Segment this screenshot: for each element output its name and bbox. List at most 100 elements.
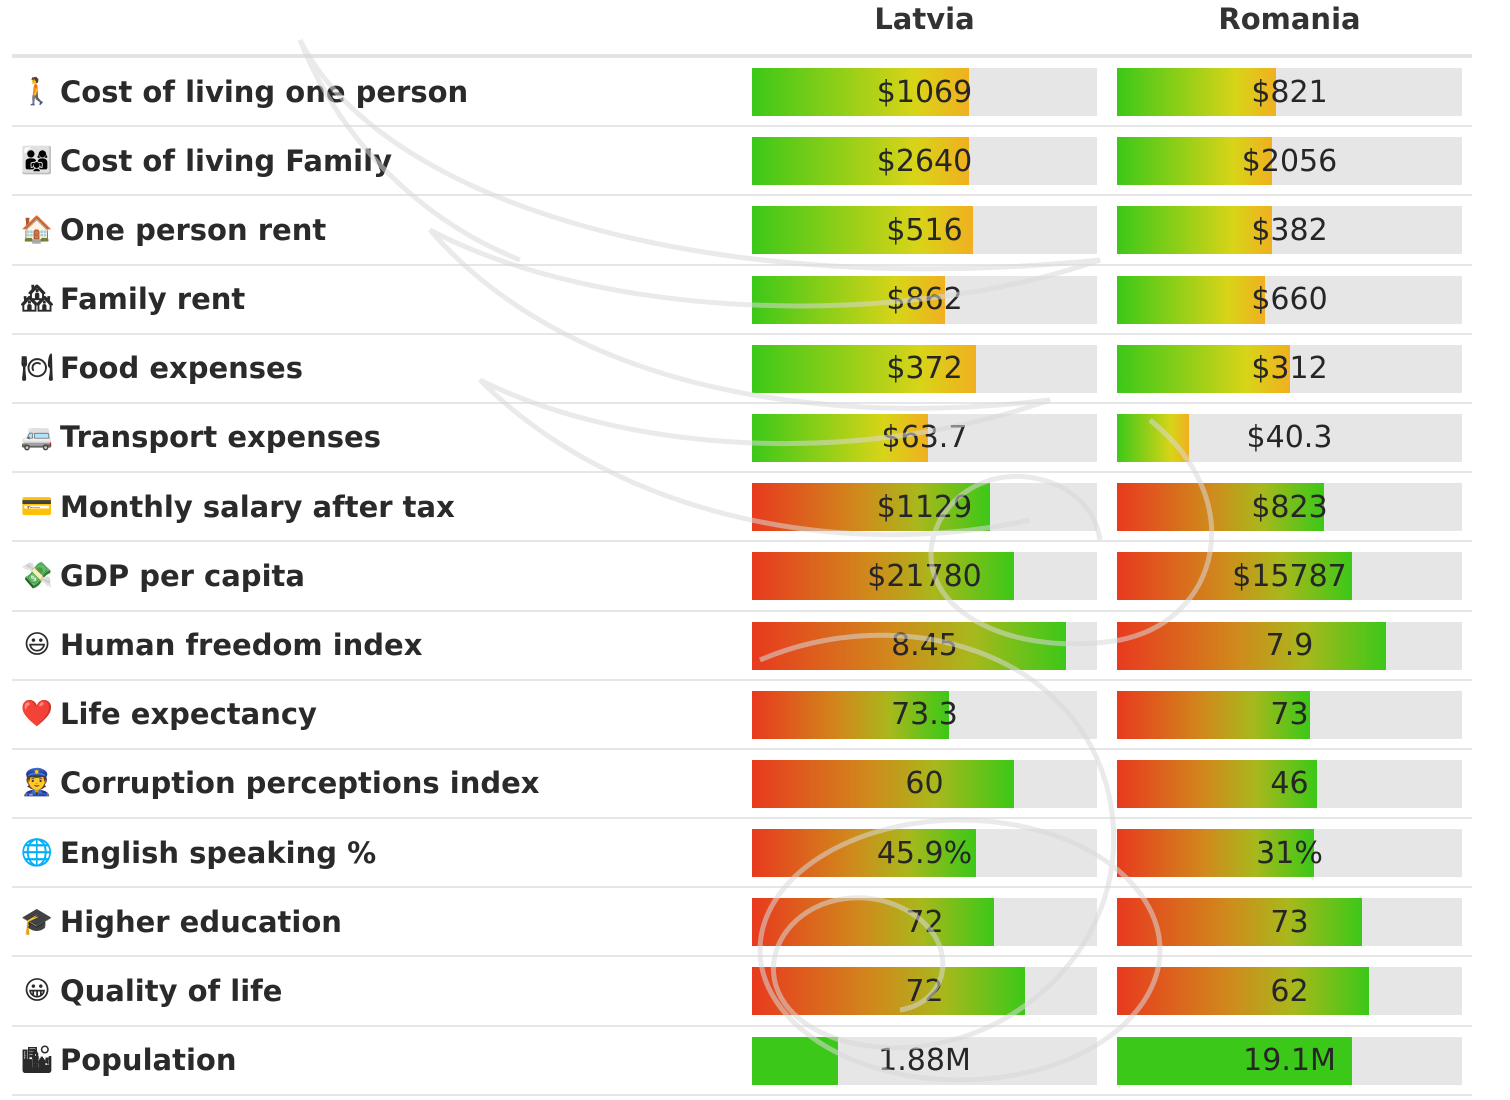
table-row: 🚐 Transport expenses $63.7 $40.3 bbox=[12, 404, 1472, 474]
value-bar-romania: 7.9 bbox=[1117, 621, 1462, 670]
table-row: 😃 Human freedom index 8.45 7.9 bbox=[12, 612, 1472, 681]
row-label-text: English speaking % bbox=[60, 835, 377, 870]
cityscape-icon: 🏙 bbox=[20, 1045, 54, 1076]
value-bar-latvia: 73.3 bbox=[752, 690, 1097, 739]
bar-value: 72 bbox=[905, 904, 944, 940]
bar-value: 72 bbox=[905, 973, 944, 1009]
row-label-text: Human freedom index bbox=[60, 628, 423, 662]
row-label: 🌐 English speaking % bbox=[20, 819, 376, 886]
bar-fill bbox=[1117, 275, 1266, 324]
row-label: 🚶 Cost of living one person bbox=[20, 58, 468, 125]
row-label: 🎓 Higher education bbox=[20, 888, 342, 955]
bar-value: $823 bbox=[1251, 489, 1328, 525]
bar-value: 73 bbox=[1270, 904, 1309, 940]
value-bar-latvia: $21780 bbox=[752, 552, 1097, 601]
row-label-text: Monthly salary after tax bbox=[60, 489, 455, 524]
value-bar-romania: $15787 bbox=[1117, 552, 1462, 601]
value-bar-romania: 73 bbox=[1117, 898, 1462, 947]
bar-fill bbox=[1117, 206, 1273, 255]
globe-icon: 🌐 bbox=[20, 837, 54, 868]
table-row: 💸 GDP per capita $21780 $15787 bbox=[12, 542, 1472, 612]
value-bar-romania: $2056 bbox=[1117, 137, 1462, 186]
row-label: 💸 GDP per capita bbox=[20, 542, 305, 609]
row-label-text: Family rent bbox=[60, 282, 246, 317]
value-bar-latvia: 72 bbox=[752, 898, 1097, 947]
value-bar-romania: $382 bbox=[1117, 206, 1462, 255]
value-bar-romania: $312 bbox=[1117, 344, 1462, 393]
house-icon: 🏠 bbox=[20, 214, 54, 245]
row-label-text: Quality of life bbox=[60, 973, 283, 1008]
value-bar-latvia: 8.45 bbox=[752, 621, 1097, 670]
row-label: 😃 Human freedom index bbox=[20, 612, 422, 679]
table-row: 🏙 Population 1.88M 19.1M bbox=[12, 1027, 1472, 1096]
bar-fill bbox=[1117, 690, 1311, 739]
table-row: 🌐 English speaking % 45.9% 31% bbox=[12, 819, 1472, 889]
table-row: 👨‍👩‍👧 Cost of living Family $2640 $2056 bbox=[12, 127, 1472, 197]
row-label-text: Life expectancy bbox=[60, 697, 317, 732]
column-header-romania: Romania bbox=[1218, 2, 1361, 36]
heart-icon: ❤️ bbox=[20, 699, 54, 730]
value-bar-romania: $823 bbox=[1117, 483, 1462, 532]
bar-value: 73 bbox=[1270, 697, 1309, 733]
row-label: 🏘 Family rent bbox=[20, 266, 245, 333]
value-bar-romania: $821 bbox=[1117, 68, 1462, 116]
row-label: 💳 Monthly salary after tax bbox=[20, 473, 455, 540]
bar-fill bbox=[1117, 759, 1318, 808]
value-bar-latvia: 45.9% bbox=[752, 829, 1097, 878]
family-icon: 👨‍👩‍👧 bbox=[20, 145, 54, 176]
row-label-text: One person rent bbox=[60, 212, 327, 247]
row-label-text: Transport expenses bbox=[60, 420, 381, 455]
grinning-face-icon: 😀 bbox=[23, 975, 51, 1006]
row-label: 🏙 Population bbox=[20, 1027, 236, 1094]
value-bar-latvia: $1069 bbox=[752, 68, 1097, 116]
bar-value: $2640 bbox=[876, 143, 973, 179]
value-bar-romania: 31% bbox=[1117, 829, 1462, 878]
row-label: ❤️ Life expectancy bbox=[20, 681, 317, 748]
value-bar-latvia: $2640 bbox=[752, 137, 1097, 186]
table-row: 🍽 Food expenses $372 $312 bbox=[12, 335, 1472, 404]
row-label-text: Food expenses bbox=[60, 351, 303, 386]
bar-value: 60 bbox=[905, 766, 944, 802]
plate-icon: 🍽 bbox=[20, 353, 54, 384]
bar-value: $382 bbox=[1251, 212, 1328, 248]
graduation-cap-icon: 🎓 bbox=[20, 906, 54, 937]
credit-card-icon: 💳 bbox=[20, 491, 54, 522]
table-row: 💳 Monthly salary after tax $1129 $823 bbox=[12, 473, 1472, 543]
bar-value: $862 bbox=[886, 282, 963, 318]
value-bar-romania: 62 bbox=[1117, 967, 1462, 1016]
bar-value: $312 bbox=[1251, 351, 1328, 387]
value-bar-latvia: $516 bbox=[752, 206, 1097, 255]
bar-value: $40.3 bbox=[1246, 420, 1333, 456]
table-row: 🎓 Higher education 72 73 bbox=[12, 888, 1472, 958]
bar-value: $821 bbox=[1251, 74, 1328, 110]
value-bar-latvia: 60 bbox=[752, 759, 1097, 808]
value-bar-romania: $660 bbox=[1117, 275, 1462, 324]
column-header-latvia: Latvia bbox=[874, 2, 975, 36]
bar-value: 73.3 bbox=[891, 697, 958, 733]
table-row: 🏘 Family rent $862 $660 bbox=[12, 266, 1472, 335]
value-bar-latvia: $862 bbox=[752, 275, 1097, 324]
comparison-table: 🚶 Cost of living one person $1069 $821 👨‍👩‍👧… bbox=[12, 58, 1472, 1096]
value-bar-latvia: $372 bbox=[752, 344, 1097, 393]
bar-value: $1069 bbox=[876, 74, 973, 110]
row-label-text: GDP per capita bbox=[60, 558, 305, 593]
table-row: 😀 Quality of life 72 62 bbox=[12, 957, 1472, 1027]
value-bar-romania: 46 bbox=[1117, 759, 1462, 808]
row-label: 😀 Quality of life bbox=[20, 957, 282, 1024]
bar-fill bbox=[1117, 137, 1273, 186]
bar-value: $372 bbox=[886, 351, 963, 387]
bar-value: $15787 bbox=[1232, 558, 1347, 594]
money-wings-icon: 💸 bbox=[20, 560, 54, 591]
bar-value: $516 bbox=[886, 212, 963, 248]
bar-value: 62 bbox=[1270, 973, 1309, 1009]
police-officer-icon: 👮 bbox=[20, 768, 54, 799]
bar-value: 45.9% bbox=[876, 835, 973, 871]
bar-fill bbox=[1117, 344, 1290, 393]
value-bar-romania: $40.3 bbox=[1117, 413, 1462, 462]
table-row: 🏠 One person rent $516 $382 bbox=[12, 196, 1472, 266]
table-row: ❤️ Life expectancy 73.3 73 bbox=[12, 681, 1472, 750]
bar-value: 1.88M bbox=[878, 1043, 971, 1079]
bar-value: $63.7 bbox=[881, 420, 968, 456]
table-row: 👮 Corruption perceptions index 60 46 bbox=[12, 750, 1472, 820]
bar-value: 46 bbox=[1270, 766, 1309, 802]
